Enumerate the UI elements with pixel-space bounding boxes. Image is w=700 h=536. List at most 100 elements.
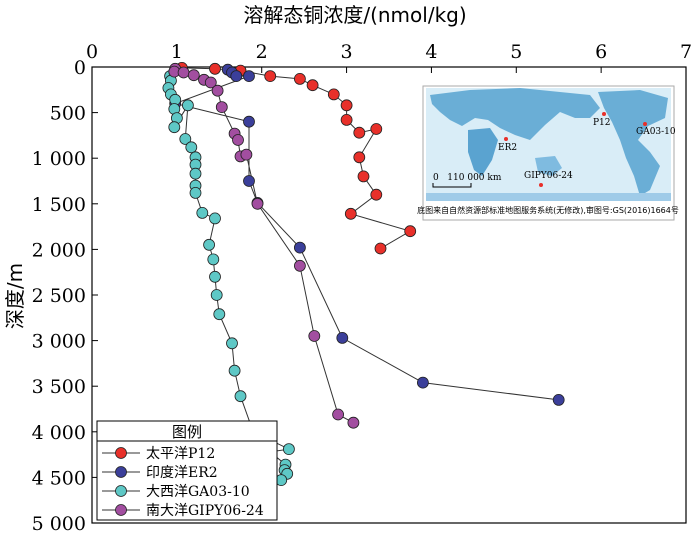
series-0-point — [340, 114, 353, 126]
inset-marker-gipy06-24 — [539, 183, 543, 187]
series-0-point — [357, 170, 370, 183]
series-2-point — [209, 212, 221, 225]
series-3-point — [187, 69, 200, 82]
inset-land-africa — [468, 128, 498, 176]
series-3-point — [177, 66, 190, 79]
y-tick-label: 2 500 — [32, 285, 86, 307]
legend-marker-2 — [115, 485, 127, 497]
y-tick-label: 0 — [74, 57, 86, 79]
series-0-point — [404, 225, 417, 238]
series-1-point — [243, 115, 255, 128]
series-2-point — [189, 186, 202, 199]
series-2-point — [226, 337, 238, 350]
series-0-point — [327, 88, 340, 101]
series-0-point — [264, 70, 277, 82]
inset-label-ga03-10: GA03-10 — [636, 127, 676, 137]
series-1-point — [293, 241, 306, 254]
series-0-point — [344, 207, 357, 220]
series-1-point — [552, 393, 565, 406]
x-ticks: 0 1 2 3 4 5 6 7 — [86, 41, 692, 73]
series-2-point — [234, 390, 247, 403]
inset-label-gipy06-24: GIPY06-24 — [524, 171, 573, 181]
legend-items: 太平洋P12 印度洋ER2 大西洋GA03-10 南大洋GIPY06-24 — [102, 446, 264, 519]
series-0-point — [370, 188, 383, 201]
legend: 图例 太平洋P12 印度洋ER2 大西洋GA03-10 南大洋GIPY06-24 — [96, 420, 278, 521]
y-tick-label: 4 000 — [32, 422, 86, 444]
series-0-point — [374, 242, 387, 255]
series-0-point — [353, 126, 366, 139]
y-ticks: 0 500 1 000 1 500 2 000 2 500 3 000 3 500 4 000 4… — [32, 57, 98, 535]
inset-marker-ga03-10 — [643, 122, 647, 126]
series-1-point — [243, 70, 255, 82]
series-3-point — [211, 84, 224, 97]
legend-marker-0 — [115, 447, 127, 459]
series-2-point — [228, 364, 241, 377]
legend-label-3: 南大洋GIPY06-24 — [146, 503, 264, 519]
y-axis-label: 深度/m — [3, 263, 27, 329]
series-2-point — [210, 289, 223, 301]
series-3-point — [240, 148, 253, 161]
series-1-point — [243, 175, 255, 187]
inset-land-australia — [535, 156, 562, 176]
inset-label-er2: ER2 — [498, 143, 517, 153]
series-2-point — [207, 253, 220, 266]
inset-land-eurasia — [430, 88, 600, 140]
inset-label-p12: P12 — [593, 118, 611, 128]
series-2-point — [168, 121, 181, 134]
inset-scale-text: 0 110 000 km — [433, 173, 502, 183]
series-0-point — [306, 79, 319, 92]
x-tick-label: 5 — [510, 41, 522, 63]
legend-label-0: 太平洋P12 — [146, 446, 215, 462]
series-3-point — [293, 259, 306, 272]
series-3-point — [215, 101, 228, 113]
series-2-point — [189, 167, 202, 180]
legend-label-1: 印度洋ER2 — [146, 465, 218, 481]
series-1-point — [230, 70, 243, 82]
series-2-point — [179, 133, 192, 145]
inset-caption: 底图来自自然资源部标准地图服务系统(无修改),审图号:GS(2016)1664号 — [417, 205, 679, 215]
y-tick-label: 5 000 — [32, 513, 86, 535]
x-tick-label: 3 — [341, 41, 353, 63]
series-2-point — [185, 141, 198, 154]
y-tick-label: 2 000 — [32, 239, 86, 261]
series-3-point — [204, 76, 217, 89]
y-tick-label: 500 — [50, 103, 86, 125]
x-axis-label: 溶解态铜浓度/(nmol/kg) — [243, 3, 466, 27]
series-3-line — [173, 68, 354, 424]
series-layer — [162, 62, 565, 487]
inset-land-antarctica — [426, 193, 671, 201]
y-tick-label: 3 000 — [32, 331, 86, 353]
series-3-point — [308, 330, 321, 342]
x-tick-label: 0 — [86, 41, 98, 63]
series-3-point — [332, 408, 345, 421]
inset-marker-er2 — [504, 137, 508, 141]
inset-land-americas — [598, 90, 668, 196]
series-0-point — [340, 99, 353, 112]
x-tick-label: 6 — [595, 41, 607, 63]
inset-map: P12 ER2 GA03-10 GIPY06-24 0 110 000 km 底… — [417, 85, 679, 221]
series-2-point — [203, 238, 216, 251]
series-0-point — [353, 151, 366, 164]
series-0-point — [370, 123, 383, 135]
inset-scale-bar — [432, 183, 472, 188]
series-2-point — [181, 99, 194, 112]
y-tick-label: 3 500 — [32, 376, 86, 398]
x-tick-label: 1 — [171, 41, 183, 63]
series-3-point — [232, 134, 244, 146]
series-2-point — [209, 270, 221, 283]
x-tick-label: 2 — [256, 41, 268, 63]
legend-marker-1 — [115, 466, 127, 478]
series-3-point — [251, 197, 264, 210]
y-tick-label: 4 500 — [32, 467, 86, 489]
series-2-point — [282, 443, 295, 456]
x-tick-label: 7 — [680, 41, 692, 63]
legend-label-2: 大西洋GA03-10 — [146, 484, 250, 500]
series-2-point — [213, 308, 226, 321]
series-2-point — [196, 206, 209, 219]
y-tick-label: 1 500 — [32, 194, 86, 216]
legend-marker-3 — [115, 504, 127, 516]
x-tick-label: 4 — [425, 41, 437, 63]
series-0-point — [209, 62, 221, 75]
series-3-point — [347, 416, 360, 429]
